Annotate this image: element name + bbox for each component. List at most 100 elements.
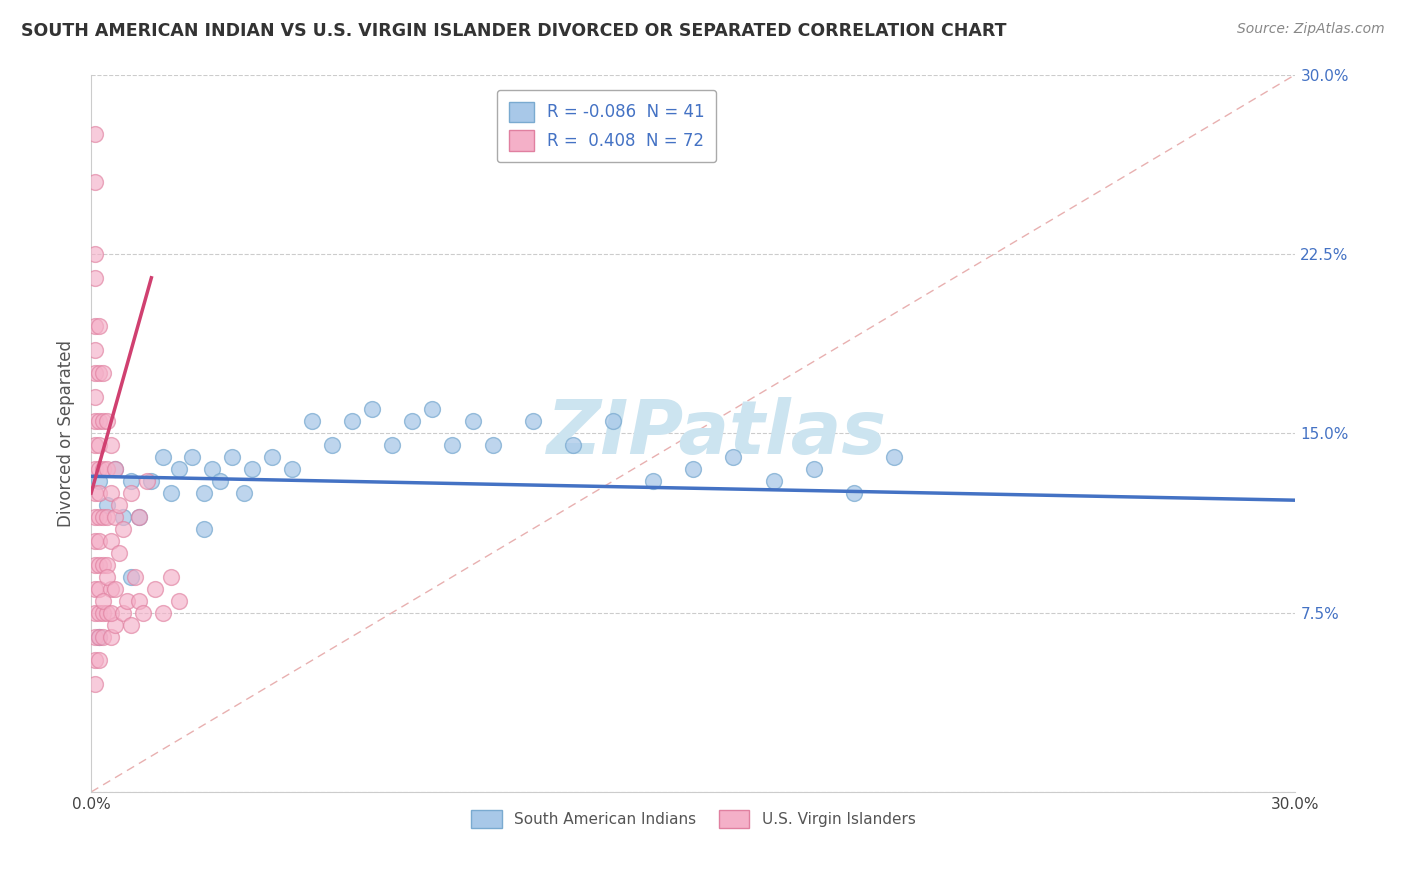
Point: [91, 606, 114, 620]
Point: [152, 606, 174, 620]
Point: [112, 510, 135, 524]
Point: [842, 486, 865, 500]
Point: [89, 510, 111, 524]
Point: [84, 630, 107, 644]
Point: [120, 570, 142, 584]
Point: [169, 462, 191, 476]
Text: SOUTH AMERICAN INDIAN VS U.S. VIRGIN ISLANDER DIVORCED OR SEPARATED CORRELATION : SOUTH AMERICAN INDIAN VS U.S. VIRGIN ISL…: [21, 22, 1007, 40]
Point: [96, 558, 118, 572]
Point: [132, 606, 155, 620]
Point: [91, 510, 114, 524]
Point: [100, 533, 122, 548]
Y-axis label: Divorced or Separated: Divorced or Separated: [58, 340, 75, 527]
Point: [561, 438, 583, 452]
Point: [96, 462, 118, 476]
Point: [145, 582, 167, 596]
Point: [89, 414, 111, 428]
Point: [232, 486, 254, 500]
Point: [643, 474, 665, 488]
Point: [96, 414, 118, 428]
Point: [522, 414, 544, 428]
Point: [193, 522, 215, 536]
Point: [401, 414, 423, 428]
Point: [117, 593, 139, 607]
Point: [120, 474, 142, 488]
Point: [84, 343, 107, 357]
Point: [89, 630, 111, 644]
Point: [104, 510, 127, 524]
Point: [128, 510, 150, 524]
Point: [100, 438, 122, 452]
Point: [141, 474, 163, 488]
Point: [84, 247, 107, 261]
Legend: South American Indians, U.S. Virgin Islanders: South American Indians, U.S. Virgin Isla…: [465, 804, 922, 835]
Point: [91, 462, 114, 476]
Point: [91, 414, 114, 428]
Point: [108, 498, 131, 512]
Point: [84, 462, 107, 476]
Point: [91, 630, 114, 644]
Point: [84, 653, 107, 667]
Point: [169, 593, 191, 607]
Point: [200, 462, 222, 476]
Point: [240, 462, 263, 476]
Point: [84, 438, 107, 452]
Point: [84, 414, 107, 428]
Point: [112, 522, 135, 536]
Point: [89, 367, 111, 381]
Point: [91, 593, 114, 607]
Point: [104, 582, 127, 596]
Point: [100, 582, 122, 596]
Point: [193, 486, 215, 500]
Point: [89, 582, 111, 596]
Point: [84, 486, 107, 500]
Point: [89, 606, 111, 620]
Point: [89, 533, 111, 548]
Point: [84, 390, 107, 404]
Text: Source: ZipAtlas.com: Source: ZipAtlas.com: [1237, 22, 1385, 37]
Point: [221, 450, 243, 465]
Point: [84, 582, 107, 596]
Point: [104, 462, 127, 476]
Point: [84, 270, 107, 285]
Point: [180, 450, 202, 465]
Point: [89, 438, 111, 452]
Point: [803, 462, 825, 476]
Point: [422, 402, 444, 417]
Point: [84, 606, 107, 620]
Point: [96, 498, 118, 512]
Point: [120, 486, 142, 500]
Point: [762, 474, 785, 488]
Point: [120, 617, 142, 632]
Point: [84, 175, 107, 189]
Point: [124, 570, 146, 584]
Point: [381, 438, 404, 452]
Point: [96, 570, 118, 584]
Point: [152, 450, 174, 465]
Point: [89, 630, 111, 644]
Point: [481, 438, 503, 452]
Point: [128, 510, 150, 524]
Point: [301, 414, 323, 428]
Point: [260, 450, 283, 465]
Point: [723, 450, 745, 465]
Point: [100, 630, 122, 644]
Point: [89, 318, 111, 333]
Point: [136, 474, 159, 488]
Point: [91, 367, 114, 381]
Point: [84, 128, 107, 142]
Point: [128, 593, 150, 607]
Point: [100, 606, 122, 620]
Text: ZIPatlas: ZIPatlas: [547, 397, 887, 470]
Point: [84, 510, 107, 524]
Point: [89, 462, 111, 476]
Point: [84, 677, 107, 691]
Point: [160, 486, 183, 500]
Point: [883, 450, 905, 465]
Point: [461, 414, 484, 428]
Point: [441, 438, 464, 452]
Point: [91, 558, 114, 572]
Point: [89, 558, 111, 572]
Point: [89, 653, 111, 667]
Point: [602, 414, 624, 428]
